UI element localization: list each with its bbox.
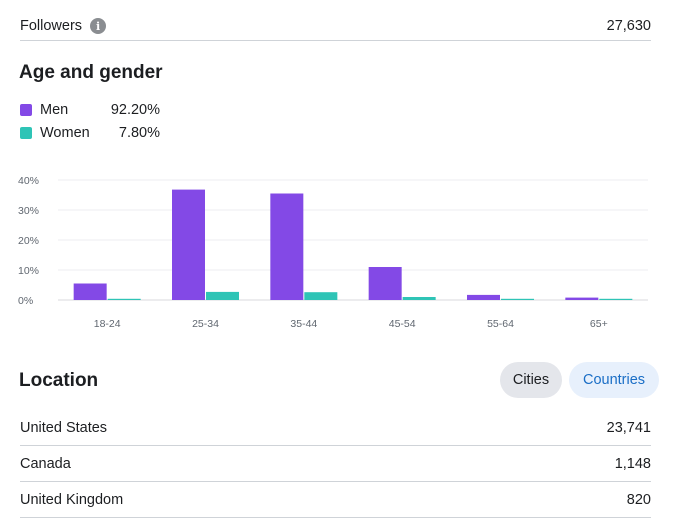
location-row: United States 23,741	[20, 410, 651, 446]
bar-men-25-34	[172, 189, 205, 300]
legend-label-men: Men	[40, 102, 69, 118]
bar-women-18-24	[107, 298, 141, 300]
location-name: United States	[20, 419, 108, 436]
followers-label: Followers	[20, 17, 83, 34]
x-tick-label: 45-54	[389, 318, 416, 330]
bar-men-45-54	[368, 267, 402, 300]
bar-women-65+	[599, 298, 633, 300]
tab-countries[interactable]: Countries	[569, 362, 659, 398]
bar-men-65+	[565, 297, 599, 300]
bar-women-35-44	[304, 292, 338, 300]
legend-item-women: Women 7.80%	[20, 125, 160, 141]
legend-percent-men: 92.20%	[110, 102, 160, 118]
x-tick-label: 18-24	[94, 318, 121, 330]
y-tick-label: 20%	[18, 235, 39, 247]
y-tick-label: 40%	[18, 175, 39, 187]
bar-men-55-64	[467, 294, 500, 300]
location-name: United Kingdom	[20, 491, 124, 508]
followers-label-wrap: Followers i	[20, 17, 107, 35]
y-tick-label: 0%	[18, 295, 33, 307]
age-gender-chart: 0% 10% 20% 30% 40% 18-24 25-34 35-44 45-54 55-64 6…	[18, 175, 648, 330]
men-swatch	[20, 104, 32, 116]
tab-cities[interactable]: Cities	[500, 362, 562, 398]
location-value: 820	[626, 491, 651, 508]
location-name: Canada	[20, 455, 71, 472]
x-tick-label: 35-44	[290, 318, 317, 330]
x-tick-label: 25-34	[192, 318, 219, 330]
bar-men-35-44	[270, 193, 304, 300]
women-swatch	[20, 127, 32, 139]
info-icon[interactable]: i	[90, 18, 107, 35]
legend-percent-women: 7.80%	[118, 125, 160, 141]
y-tick-label: 10%	[18, 265, 39, 277]
bar-women-45-54	[402, 297, 436, 300]
age-gender-title: Age and gender	[19, 62, 163, 83]
location-title: Location	[19, 370, 99, 391]
location-row: Canada 1,148	[20, 446, 651, 482]
legend-item-men: Men 92.20%	[20, 102, 160, 118]
location-value: 23,741	[606, 419, 651, 436]
y-tick-label: 30%	[18, 205, 39, 217]
followers-row: Followers i 27,630	[20, 12, 651, 41]
x-tick-label: 65+	[590, 318, 608, 330]
legend-label-women: Women	[40, 125, 90, 141]
location-value: 1,148	[614, 455, 651, 472]
bar-women-55-64	[501, 298, 534, 300]
x-tick-label: 55-64	[487, 318, 514, 330]
bar-men-18-24	[73, 283, 107, 300]
followers-value: 27,630	[606, 18, 651, 34]
bar-women-25-34	[206, 291, 239, 300]
location-row: United Kingdom 820	[20, 482, 651, 518]
